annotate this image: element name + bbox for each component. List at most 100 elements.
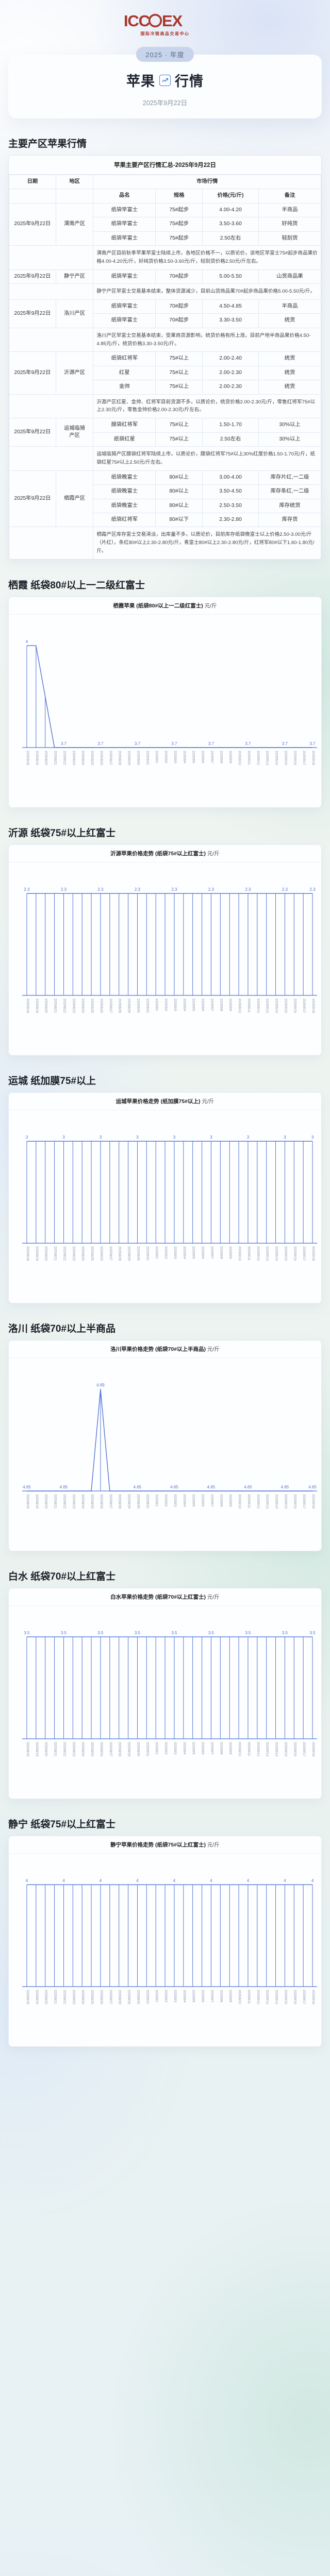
svg-text:2025/9/15: 2025/9/15 <box>284 1742 287 1757</box>
svg-text:4: 4 <box>26 639 28 644</box>
svg-text:2025/8/19: 2025/8/19 <box>35 1742 39 1757</box>
svg-text:4: 4 <box>247 1878 250 1883</box>
svg-text:2025/9/8: 2025/9/8 <box>219 1494 223 1507</box>
svg-text:3: 3 <box>173 1135 176 1140</box>
svg-text:2025/9/4: 2025/9/4 <box>183 1246 186 1259</box>
svg-text:3.5: 3.5 <box>208 1631 214 1635</box>
svg-text:2025/9/7: 2025/9/7 <box>210 1990 213 2003</box>
svg-text:2.3: 2.3 <box>208 887 214 892</box>
svg-text:2025/9/5: 2025/9/5 <box>192 1246 195 1259</box>
svg-text:2025/8/27: 2025/8/27 <box>109 998 112 1013</box>
svg-text:2.3: 2.3 <box>24 887 30 892</box>
svg-text:2025/8/23: 2025/8/23 <box>72 998 75 1013</box>
svg-text:EX: EX <box>162 12 183 30</box>
svg-text:4.69: 4.69 <box>96 1383 105 1387</box>
svg-text:2025/8/27: 2025/8/27 <box>109 1742 112 1757</box>
svg-text:2025/8/29: 2025/8/29 <box>127 998 131 1013</box>
svg-text:2025/8/19: 2025/8/19 <box>35 1246 39 1261</box>
svg-text:2025/9/7: 2025/9/7 <box>210 998 213 1011</box>
svg-text:2025/9/8: 2025/9/8 <box>219 998 223 1011</box>
svg-text:2025/9/10: 2025/9/10 <box>238 1494 241 1509</box>
svg-text:2025/9/6: 2025/9/6 <box>201 1246 205 1259</box>
svg-text:2025/9/1: 2025/9/1 <box>155 998 158 1011</box>
svg-text:3.7: 3.7 <box>97 741 104 746</box>
svg-text:2025/9/4: 2025/9/4 <box>183 1494 186 1507</box>
svg-text:2025/9/12: 2025/9/12 <box>256 998 260 1013</box>
svg-text:2025/9/16: 2025/9/16 <box>293 1742 296 1757</box>
svg-text:2025/9/10: 2025/9/10 <box>238 751 241 766</box>
svg-text:2025/9/10: 2025/9/10 <box>238 1742 241 1757</box>
svg-text:2025/9/18: 2025/9/18 <box>311 1494 315 1509</box>
svg-text:3.5: 3.5 <box>309 1631 316 1635</box>
svg-text:2025/9/8: 2025/9/8 <box>219 1990 223 2003</box>
svg-text:2025/9/10: 2025/9/10 <box>238 1246 241 1261</box>
svg-text:2025/9/13: 2025/9/13 <box>266 1742 269 1757</box>
svg-text:2.3: 2.3 <box>309 887 316 892</box>
svg-text:2025/9/11: 2025/9/11 <box>247 751 251 765</box>
svg-text:2025/9/5: 2025/9/5 <box>192 751 195 764</box>
svg-text:2025/8/28: 2025/8/28 <box>118 1990 122 2005</box>
svg-text:2025/8/30: 2025/8/30 <box>136 998 140 1013</box>
svg-text:2025/8/29: 2025/8/29 <box>127 1246 131 1261</box>
svg-text:2025/8/30: 2025/8/30 <box>136 1246 140 1261</box>
svg-text:2025/8/31: 2025/8/31 <box>145 1742 149 1757</box>
svg-text:2025/9/14: 2025/9/14 <box>275 751 278 766</box>
svg-text:2025/8/20: 2025/8/20 <box>44 1990 48 2005</box>
svg-text:2025/9/2: 2025/9/2 <box>164 751 168 764</box>
svg-text:2025/9/16: 2025/9/16 <box>293 1494 296 1509</box>
svg-text:2025/8/29: 2025/8/29 <box>127 1990 131 2005</box>
svg-text:2025/9/13: 2025/9/13 <box>266 751 269 766</box>
svg-text:2.3: 2.3 <box>282 887 288 892</box>
svg-text:2025/9/4: 2025/9/4 <box>183 998 186 1011</box>
svg-text:3.7: 3.7 <box>61 741 67 746</box>
svg-text:2025/9/7: 2025/9/7 <box>210 1742 213 1755</box>
svg-text:2025/9/17: 2025/9/17 <box>302 1494 306 1509</box>
svg-text:2025/9/5: 2025/9/5 <box>192 1494 195 1507</box>
svg-text:2025/8/30: 2025/8/30 <box>136 1494 140 1509</box>
svg-text:2025/9/13: 2025/9/13 <box>266 1494 269 1509</box>
svg-text:2025/8/29: 2025/8/29 <box>127 1742 131 1757</box>
svg-text:2025/8/22: 2025/8/22 <box>62 1990 66 2005</box>
svg-text:2025/9/13: 2025/9/13 <box>266 1990 269 2005</box>
svg-text:2025/8/24: 2025/8/24 <box>81 751 85 766</box>
svg-text:2025/8/31: 2025/8/31 <box>145 1246 149 1261</box>
svg-text:ICC: ICC <box>124 12 150 30</box>
svg-text:2025/9/11: 2025/9/11 <box>247 1990 251 2004</box>
svg-text:2025/9/18: 2025/9/18 <box>311 1246 315 1261</box>
svg-text:2025/9/13: 2025/9/13 <box>266 1246 269 1261</box>
svg-text:3: 3 <box>247 1135 250 1140</box>
svg-text:2025/9/17: 2025/9/17 <box>302 751 306 766</box>
svg-text:2025/9/16: 2025/9/16 <box>293 1246 296 1261</box>
svg-text:2025/8/26: 2025/8/26 <box>100 1246 103 1261</box>
svg-text:4: 4 <box>284 1878 286 1883</box>
svg-text:2025/9/11: 2025/9/11 <box>247 1742 251 1756</box>
svg-text:3: 3 <box>136 1135 139 1140</box>
svg-text:2025/9/8: 2025/9/8 <box>219 1742 223 1755</box>
svg-text:4.65: 4.65 <box>23 1485 31 1489</box>
svg-text:2025/8/30: 2025/8/30 <box>136 751 140 766</box>
svg-text:2025/9/9: 2025/9/9 <box>228 1246 232 1259</box>
svg-text:2025/9/12: 2025/9/12 <box>256 1990 260 2005</box>
svg-text:2025/9/15: 2025/9/15 <box>284 1246 287 1261</box>
svg-text:4.65: 4.65 <box>281 1485 289 1489</box>
svg-text:2025/8/25: 2025/8/25 <box>90 751 94 766</box>
svg-text:4.65: 4.65 <box>244 1485 252 1489</box>
svg-text:2025/8/20: 2025/8/20 <box>44 1742 48 1757</box>
svg-text:2025/8/30: 2025/8/30 <box>136 1742 140 1757</box>
svg-text:2025/8/23: 2025/8/23 <box>72 1990 75 2005</box>
svg-text:2025/8/20: 2025/8/20 <box>44 1246 48 1261</box>
svg-text:2025/9/2: 2025/9/2 <box>164 1246 168 1259</box>
svg-text:2025/9/17: 2025/9/17 <box>302 1990 306 2005</box>
svg-text:2025/9/16: 2025/9/16 <box>293 1990 296 2005</box>
svg-text:2025/9/6: 2025/9/6 <box>201 1494 205 1507</box>
svg-text:3.7: 3.7 <box>245 741 251 746</box>
svg-text:2025/9/3: 2025/9/3 <box>173 751 177 764</box>
svg-text:2025/8/18: 2025/8/18 <box>26 1494 29 1509</box>
svg-text:4: 4 <box>26 1878 28 1883</box>
svg-text:2025/9/12: 2025/9/12 <box>256 1246 260 1261</box>
svg-text:2025/8/22: 2025/8/22 <box>62 1494 66 1509</box>
svg-text:2025/8/31: 2025/8/31 <box>145 1990 149 2005</box>
svg-text:3.5: 3.5 <box>135 1631 141 1635</box>
svg-text:2025/9/5: 2025/9/5 <box>192 1990 195 2003</box>
svg-text:4: 4 <box>311 1878 314 1883</box>
